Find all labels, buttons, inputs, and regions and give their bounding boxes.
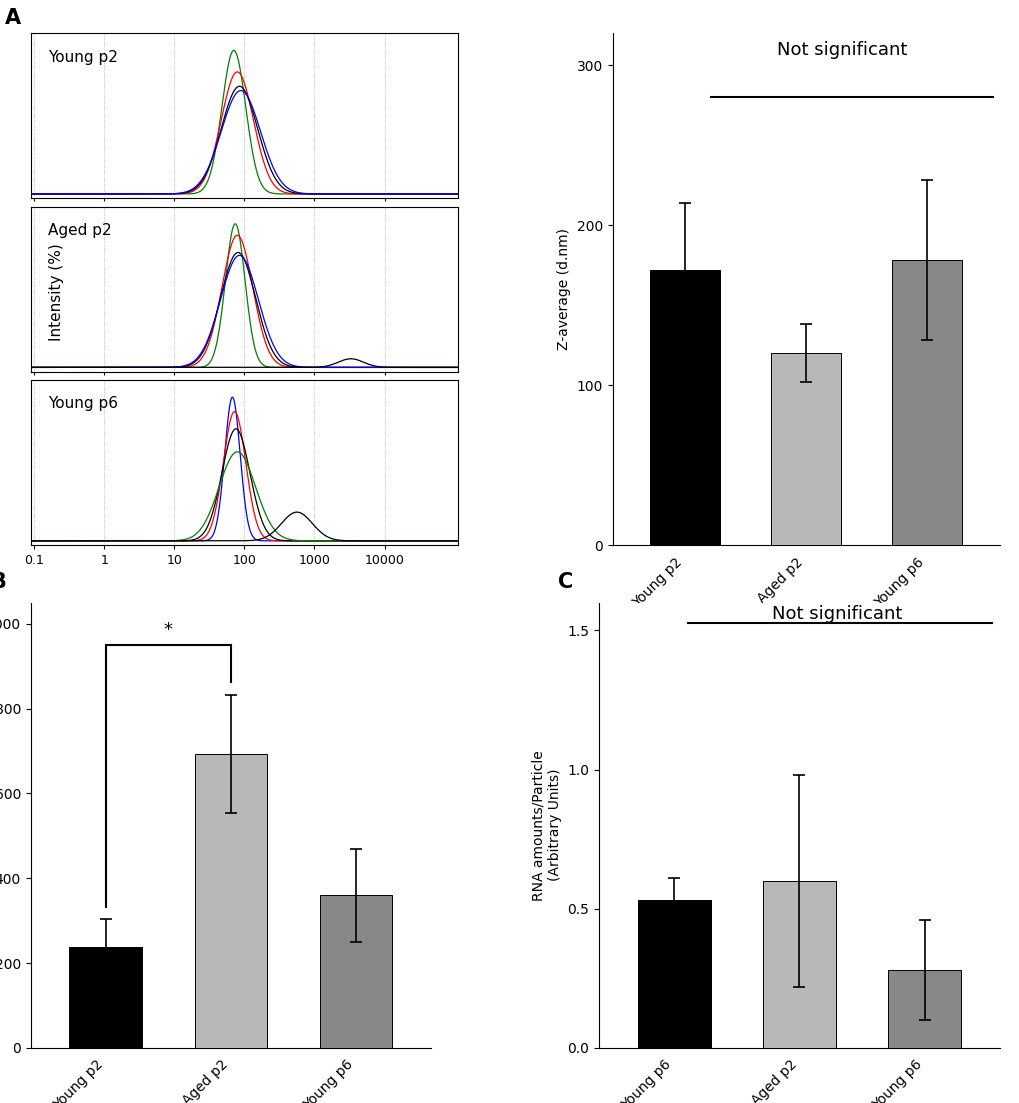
Text: Intensity (%): Intensity (%) [49,244,63,341]
Bar [650,270,719,545]
Bar [69,946,142,1048]
Text: *: * [164,621,172,639]
Text: Young p6: Young p6 [48,396,117,411]
Text: B: B [0,571,6,591]
Bar [892,260,961,545]
Text: A: A [5,8,21,28]
Bar [637,900,710,1048]
Y-axis label: Z-average (d.nm): Z-average (d.nm) [556,228,571,350]
Text: Young p2: Young p2 [48,50,117,65]
Text: Aged p2: Aged p2 [48,223,111,238]
Text: C: C [557,571,573,591]
Bar [195,754,267,1048]
Bar [770,353,841,545]
Text: Not significant: Not significant [776,41,907,58]
Bar [888,970,960,1048]
Bar [319,896,392,1048]
Y-axis label: RNA amounts/Particle
(Arbitrary Units): RNA amounts/Particle (Arbitrary Units) [531,750,561,900]
Text: Not significant: Not significant [771,604,901,623]
Bar [762,881,835,1048]
